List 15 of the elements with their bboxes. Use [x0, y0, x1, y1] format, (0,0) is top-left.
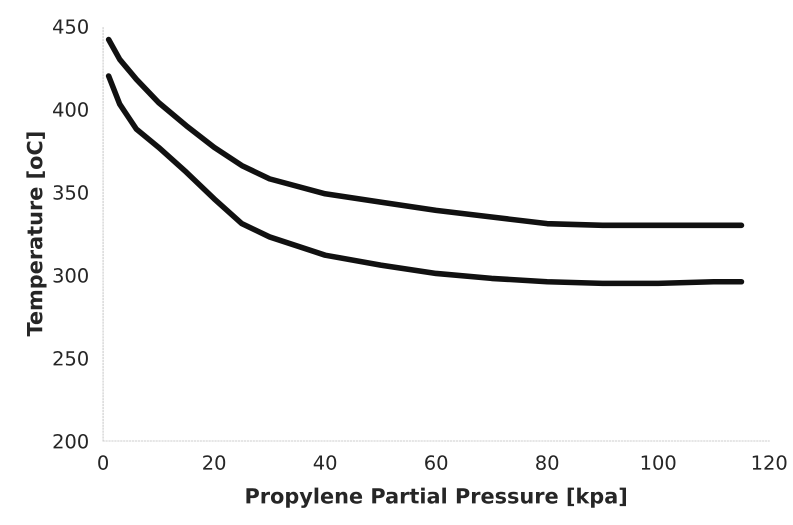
- x-tick-label: 20: [203, 455, 226, 470]
- x-tick-label: 0: [98, 455, 108, 470]
- y-axis-title: Temperature [oC]: [26, 132, 47, 336]
- x-tick-label: 80: [536, 455, 558, 470]
- x-tick-label: 60: [425, 455, 448, 470]
- x-tick-label: 40: [314, 455, 336, 470]
- y-tick-label: 300: [54, 268, 88, 283]
- x-tick-label: 100: [642, 455, 676, 470]
- y-tick-label: 250: [54, 351, 88, 366]
- y-tick-label: 400: [53, 102, 88, 117]
- y-tick-label: 200: [54, 434, 88, 449]
- y-tick-label: 450: [53, 19, 88, 34]
- y-tick-label: 350: [54, 185, 88, 200]
- x-axis-title: Propylene Partial Pressure [kpa]: [246, 488, 626, 508]
- x-tick-label: 120: [752, 455, 786, 470]
